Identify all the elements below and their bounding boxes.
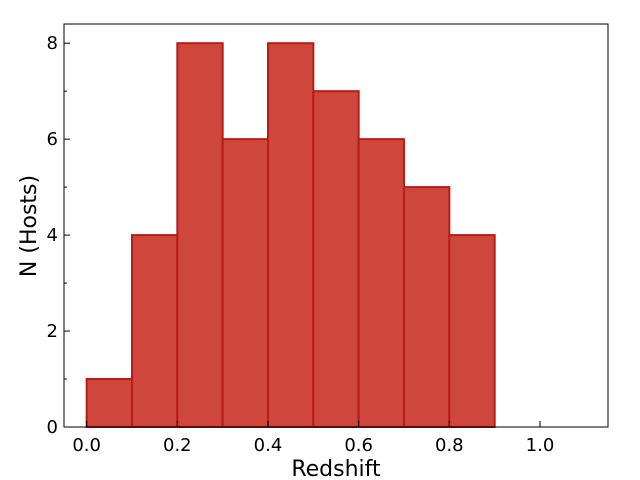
- x-axis-title: Redshift: [291, 457, 381, 480]
- x-tick-label: 0.2: [163, 435, 192, 456]
- histogram-bar: [131, 234, 179, 428]
- y-tick-label: 6: [47, 129, 58, 150]
- x-tick-label: 0.8: [435, 435, 464, 456]
- y-tick-label: 0: [47, 417, 58, 438]
- histogram-bar: [448, 234, 496, 428]
- histogram-bar: [176, 42, 224, 428]
- histogram-bar: [267, 42, 315, 428]
- histogram-bars: [85, 42, 496, 429]
- y-tick-label: 8: [47, 33, 58, 54]
- y-tick-label: 2: [47, 321, 58, 342]
- histogram-bar: [357, 138, 405, 428]
- histogram-bar: [403, 186, 451, 428]
- histogram-bar: [85, 378, 133, 428]
- histogram-bar: [312, 90, 360, 429]
- plot-frame: [63, 23, 609, 428]
- histogram-bar: [221, 138, 270, 428]
- y-axis-title: N (Hosts): [17, 175, 42, 277]
- x-tick-label: 0.4: [254, 435, 283, 456]
- y-tick-label: 4: [47, 225, 58, 246]
- x-tick-label: 0.6: [344, 435, 373, 456]
- x-tick-label: 0.0: [72, 435, 101, 456]
- x-tick-label: 1.0: [526, 435, 555, 456]
